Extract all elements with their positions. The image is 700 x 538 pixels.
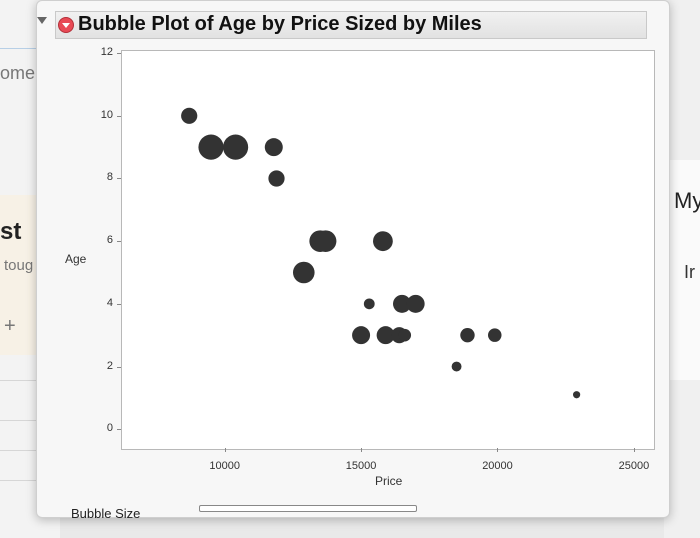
x-tick [633,448,635,452]
bubble-point[interactable] [314,230,337,252]
bubble-point[interactable] [363,298,375,310]
x-axis-label: Price [375,474,403,488]
x-tick [361,448,363,452]
red-triangle-menu-icon[interactable] [58,17,74,33]
background-rule [0,380,60,381]
bubble-point[interactable] [181,107,198,124]
bubble-point[interactable] [451,361,462,372]
background-rule [0,450,60,451]
x-tick-label: 25000 [618,460,650,472]
bubble-point[interactable] [460,327,475,343]
bubble-plot [181,107,581,399]
background-text: ome [0,63,36,83]
x-tick [224,448,226,452]
bubble-point[interactable] [198,134,224,160]
y-tick-label: 6 [106,234,113,247]
background-text: toug [4,257,34,274]
bubble-point[interactable] [292,261,315,284]
bubble-size-label: Bubble Size [71,506,141,521]
y-tick-label: 8 [106,171,113,184]
bubble-point[interactable] [398,328,412,342]
report-title: Bubble Plot of Age by Price Sized by Mil… [78,13,482,35]
y-tick-label: 2 [106,359,113,372]
y-tick-label: 0 [106,422,113,435]
bubble-point[interactable] [488,328,502,342]
background-rule [0,420,60,421]
y-tick-label: 4 [106,296,113,309]
x-tick-label: 20000 [482,460,513,472]
bubble-point[interactable] [373,231,393,252]
y-tick [117,303,121,305]
bubble-point[interactable] [573,391,581,399]
bubble-point[interactable] [222,134,249,160]
y-tick [117,429,121,431]
bubble-point[interactable] [268,170,285,187]
report-window: Bubble Plot of Age by Price Sized by Mil… [36,0,670,521]
y-tick-label: 10 [100,108,113,121]
bubble-point[interactable] [264,138,283,157]
y-tick [117,178,121,180]
bubble-point[interactable] [376,326,395,345]
x-tick-label: 15000 [345,460,377,472]
y-tick [117,53,121,55]
background-text: Ir [684,262,695,282]
plot-frame[interactable] [121,50,655,450]
bubble-point[interactable] [406,294,425,313]
background-rule [0,480,60,481]
background-text: + [4,315,16,337]
bubble-point[interactable] [352,326,371,345]
disclosure-triangle-icon[interactable] [37,17,47,24]
background-text: My [674,188,700,213]
background-divider [0,48,60,49]
y-tick [117,241,121,243]
y-tick [117,115,121,117]
bubble-point[interactable] [393,294,412,313]
bubble-size-slider[interactable] [199,505,417,512]
outline-header: Bubble Plot of Age by Price Sized by Mil… [55,11,647,39]
background-band [664,160,700,380]
x-tick-label: 10000 [209,460,240,472]
y-tick [117,366,121,368]
background-text: st [0,218,22,245]
y-axis-label: Age [65,252,87,266]
x-tick [497,448,499,452]
y-tick-label: 12 [100,46,113,59]
background-right-panel [664,0,700,538]
